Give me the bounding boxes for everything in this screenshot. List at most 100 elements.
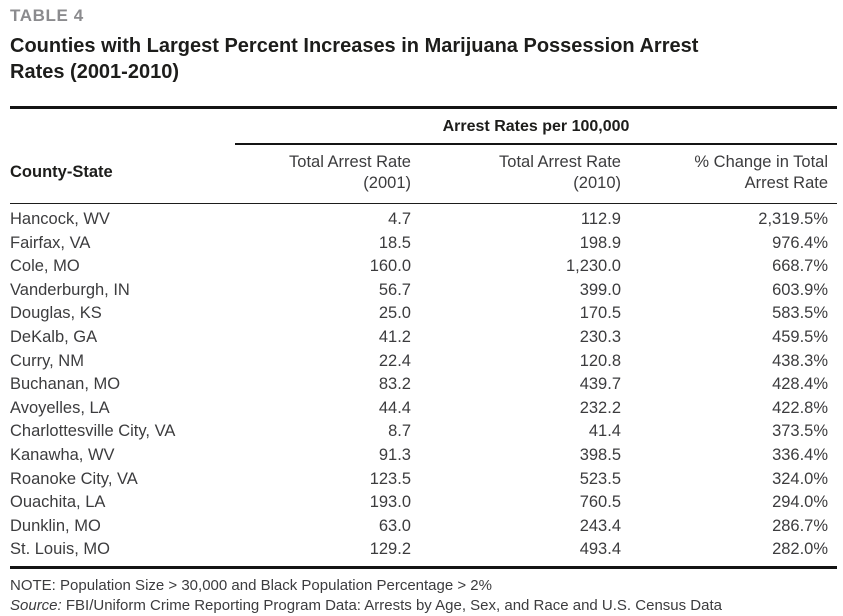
cell-rate-2001: 44.4 bbox=[378, 398, 411, 417]
cell-pct-change: 422.8% bbox=[772, 398, 829, 417]
cell-rate-2010: 170.5 bbox=[579, 304, 621, 323]
table-row: Dunklin, MO 63.0 243.4 286.7% bbox=[10, 515, 837, 539]
cell-rate-2001: 41.2 bbox=[378, 327, 411, 346]
cell-county-state: Dunklin, MO bbox=[10, 516, 101, 535]
table-row: Kanawha, WV 91.3 398.5 336.4% bbox=[10, 444, 837, 468]
cell-rate-2010: 1,230.0 bbox=[565, 257, 621, 276]
cell-pct-change: 438.3% bbox=[772, 351, 829, 370]
table-head: Arrest Rates per 100,000 County-State To… bbox=[10, 109, 838, 204]
cell-pct-change: 2,319.5% bbox=[758, 210, 829, 228]
table-row: Vanderburgh, IN 56.7 399.0 603.9% bbox=[10, 279, 837, 303]
cell-pct-change: 428.4% bbox=[772, 375, 829, 394]
cell-county-state: Douglas, KS bbox=[10, 304, 102, 323]
cell-rate-2001: 56.7 bbox=[378, 280, 411, 299]
column-header-rate-2001: Total Arrest Rate (2001) bbox=[235, 144, 411, 204]
cell-pct-change: 976.4% bbox=[772, 233, 829, 252]
column-header-rate-2010-line1: Total Arrest Rate bbox=[499, 153, 621, 171]
table-title-line2: Rates (2001-2010) bbox=[10, 61, 179, 83]
group-header-row: Arrest Rates per 100,000 bbox=[10, 109, 838, 145]
cell-rate-2010: 198.9 bbox=[579, 233, 621, 252]
cell-pct-change: 373.5% bbox=[772, 422, 829, 441]
cell-county-state: Ouachita, LA bbox=[10, 493, 106, 512]
cell-pct-change: 286.7% bbox=[772, 516, 829, 535]
cell-pct-change: 294.0% bbox=[772, 493, 829, 512]
data-table-container: Arrest Rates per 100,000 County-State To… bbox=[10, 106, 838, 569]
cell-county-state: DeKalb, GA bbox=[10, 327, 98, 346]
cell-rate-2001: 129.2 bbox=[369, 540, 411, 559]
source-line: Source: FBI/Uniform Crime Reporting Prog… bbox=[10, 596, 837, 616]
column-header-rate-2001-line2: (2001) bbox=[363, 174, 411, 192]
cell-county-state: Curry, NM bbox=[10, 351, 84, 370]
table-row: Avoyelles, LA 44.4 232.2 422.8% bbox=[10, 397, 837, 421]
cell-rate-2001: 25.0 bbox=[378, 304, 411, 323]
cell-rate-2001: 123.5 bbox=[369, 469, 411, 488]
cell-rate-2010: 523.5 bbox=[579, 469, 621, 488]
note-line: NOTE: Population Size > 30,000 and Black… bbox=[10, 576, 492, 594]
cell-rate-2010: 399.0 bbox=[579, 280, 621, 299]
table-footnotes: NOTE: Population Size > 30,000 and Black… bbox=[10, 576, 837, 616]
cell-pct-change: 603.9% bbox=[772, 280, 829, 299]
cell-county-state: Roanoke City, VA bbox=[10, 469, 138, 488]
column-header-row: County-State Total Arrest Rate (2001) To… bbox=[10, 144, 838, 204]
cell-rate-2010: 439.7 bbox=[579, 375, 621, 394]
cell-rate-2010: 398.5 bbox=[579, 445, 621, 464]
cell-county-state: Buchanan, MO bbox=[10, 375, 121, 394]
cell-rate-2010: 760.5 bbox=[579, 493, 621, 512]
group-header-arrest-rates: Arrest Rates per 100,000 bbox=[235, 109, 838, 145]
cell-rate-2001: 8.7 bbox=[388, 422, 411, 441]
cell-rate-2001: 63.0 bbox=[378, 516, 411, 535]
cell-pct-change: 668.7% bbox=[772, 257, 829, 276]
cell-pct-change: 282.0% bbox=[772, 540, 829, 559]
table-row: Douglas, KS 25.0 170.5 583.5% bbox=[10, 302, 837, 326]
cell-rate-2010: 41.4 bbox=[588, 422, 621, 441]
table-body: Hancock, WV 4.7 112.9 2,319.5% Fairfax, … bbox=[10, 204, 837, 566]
cell-county-state: Charlottesville City, VA bbox=[10, 422, 176, 441]
cell-pct-change: 324.0% bbox=[772, 469, 829, 488]
column-header-rate-2001-line1: Total Arrest Rate bbox=[289, 153, 411, 171]
source-text: FBI/Uniform Crime Reporting Program Data… bbox=[61, 596, 722, 614]
group-header-spacer bbox=[10, 109, 235, 144]
column-header-pct-change-line2: Arrest Rate bbox=[744, 174, 829, 192]
table-row: Ouachita, LA 193.0 760.5 294.0% bbox=[10, 491, 837, 515]
source-label: Source: bbox=[10, 596, 62, 614]
cell-pct-change: 583.5% bbox=[772, 304, 829, 323]
column-header-county-state: County-State bbox=[10, 144, 235, 204]
table-row: Hancock, WV 4.7 112.9 2,319.5% bbox=[10, 204, 837, 232]
cell-rate-2010: 493.4 bbox=[579, 540, 621, 559]
cell-rate-2010: 243.4 bbox=[579, 516, 621, 535]
cell-county-state: Hancock, WV bbox=[10, 210, 110, 228]
table-row: Charlottesville City, VA 8.7 41.4 373.5% bbox=[10, 420, 837, 444]
table-title: Counties with Largest Percent Increases … bbox=[10, 33, 837, 85]
cell-county-state: Avoyelles, LA bbox=[10, 398, 110, 417]
column-header-pct-change: % Change in Total Arrest Rate bbox=[621, 144, 838, 204]
table-row: Buchanan, MO 83.2 439.7 428.4% bbox=[10, 373, 837, 397]
arrest-rates-table: Arrest Rates per 100,000 County-State To… bbox=[10, 109, 838, 566]
cell-rate-2010: 112.9 bbox=[580, 210, 621, 228]
cell-rate-2001: 193.0 bbox=[369, 493, 411, 512]
table-row: DeKalb, GA 41.2 230.3 459.5% bbox=[10, 326, 837, 350]
cell-rate-2001: 160.0 bbox=[369, 257, 411, 276]
column-header-rate-2010: Total Arrest Rate (2010) bbox=[411, 144, 621, 204]
cell-county-state: Cole, MO bbox=[10, 257, 80, 276]
cell-rate-2001: 4.7 bbox=[388, 210, 411, 228]
cell-rate-2001: 22.4 bbox=[378, 351, 411, 370]
cell-rate-2001: 83.2 bbox=[378, 375, 411, 394]
cell-rate-2001: 91.3 bbox=[378, 445, 411, 464]
cell-rate-2010: 232.2 bbox=[579, 398, 621, 417]
table-row: St. Louis, MO 129.2 493.4 282.0% bbox=[10, 538, 837, 566]
cell-rate-2010: 120.8 bbox=[579, 351, 621, 370]
table-row: Roanoke City, VA 123.5 523.5 324.0% bbox=[10, 468, 837, 492]
column-header-rate-2010-line2: (2010) bbox=[573, 174, 621, 192]
cell-county-state: Kanawha, WV bbox=[10, 445, 115, 464]
cell-county-state: St. Louis, MO bbox=[10, 540, 110, 559]
table-number-label: TABLE 4 bbox=[10, 6, 84, 25]
cell-rate-2001: 18.5 bbox=[378, 233, 411, 252]
table-row: Curry, NM 22.4 120.8 438.3% bbox=[10, 350, 837, 374]
table-title-line1: Counties with Largest Percent Increases … bbox=[10, 35, 699, 57]
cell-county-state: Vanderburgh, IN bbox=[10, 280, 130, 299]
table-row: Fairfax, VA 18.5 198.9 976.4% bbox=[10, 232, 837, 256]
table-row: Cole, MO 160.0 1,230.0 668.7% bbox=[10, 255, 837, 279]
cell-pct-change: 459.5% bbox=[772, 327, 829, 346]
cell-rate-2010: 230.3 bbox=[579, 327, 621, 346]
